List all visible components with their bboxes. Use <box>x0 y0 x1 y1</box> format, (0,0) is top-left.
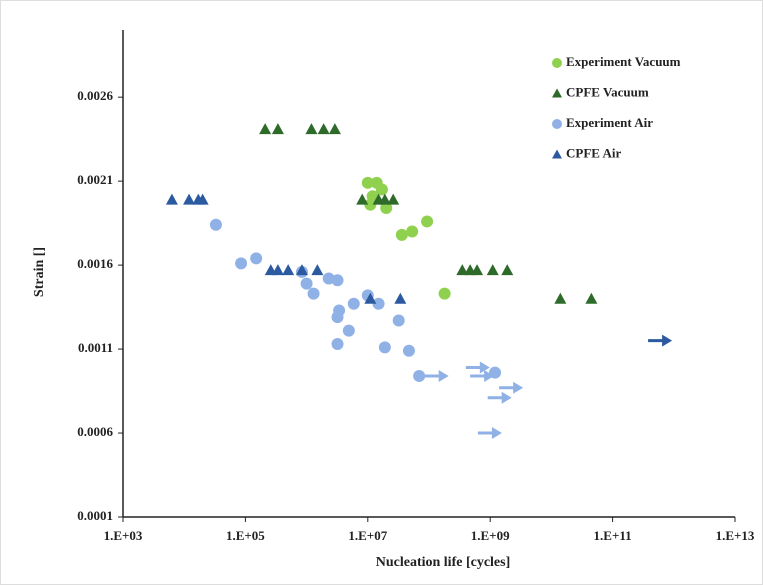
circle-point <box>413 369 426 382</box>
x-tick-label: 1.E+03 <box>104 528 143 543</box>
x-tick-label: 1.E+13 <box>716 528 755 543</box>
triangle-point <box>196 193 209 205</box>
triangle-point <box>456 264 469 276</box>
legend-label: CPFE Vacuum <box>566 84 649 99</box>
circle-point <box>372 297 385 310</box>
circle-point <box>392 314 405 327</box>
triangle-point <box>387 193 400 205</box>
circle-point <box>361 176 374 189</box>
triangle-point <box>356 193 369 205</box>
triangle-point <box>317 123 330 135</box>
triangle-point <box>165 193 178 205</box>
triangle-point <box>486 264 499 276</box>
triangle-point <box>471 264 484 276</box>
arrow-head <box>501 391 512 404</box>
runout-arrow <box>648 334 673 347</box>
circle-point <box>406 225 419 238</box>
triangle-point <box>585 292 598 304</box>
circle-point <box>421 215 434 228</box>
triangle-point <box>311 264 324 276</box>
x-axis-label: Nucleation life [cycles] <box>376 555 511 570</box>
legend-label: Experiment Vacuum <box>566 54 681 69</box>
circle-point <box>300 277 313 290</box>
circle-point <box>402 344 415 357</box>
legend-marker <box>552 149 562 159</box>
y-axis-label: Strain [] <box>32 247 47 297</box>
triangle-point <box>394 292 407 304</box>
circle-point <box>331 311 344 324</box>
triangle-point <box>501 264 514 276</box>
triangle-point <box>378 193 391 205</box>
x-tick-label: 1.E+11 <box>594 528 632 543</box>
runout-arrow <box>477 427 502 440</box>
y-tick-label: 0.0026 <box>77 88 113 103</box>
runout-arrow <box>465 361 490 374</box>
runout-arrow <box>499 381 524 394</box>
legend-marker <box>552 119 562 129</box>
circle-point <box>331 338 344 351</box>
circle-point <box>438 287 451 300</box>
circle-point <box>331 274 344 287</box>
circle-point <box>380 202 393 215</box>
triangle-point <box>282 264 295 276</box>
triangle-point <box>554 292 567 304</box>
triangle-point <box>364 292 377 304</box>
circle-point <box>347 297 360 310</box>
triangle-point <box>271 264 284 276</box>
triangle-point <box>328 123 341 135</box>
y-tick-label: 0.0001 <box>77 508 113 523</box>
circle-point <box>364 198 377 211</box>
y-tick-label: 0.0021 <box>77 172 113 187</box>
legend-label: CPFE Air <box>566 145 621 160</box>
legend-label: Experiment Air <box>566 115 653 130</box>
circle-point <box>307 287 320 300</box>
arrow-head <box>479 361 490 374</box>
runout-arrow <box>424 369 449 382</box>
runout-arrow <box>470 369 495 382</box>
circle-point <box>209 218 222 231</box>
circle-point <box>235 257 248 270</box>
arrow-head <box>484 369 495 382</box>
x-tick-label: 1.E+05 <box>226 528 265 543</box>
arrow-head <box>513 381 524 394</box>
circle-point <box>375 183 388 196</box>
triangle-point <box>271 123 284 135</box>
circle-point <box>378 341 391 354</box>
triangle-point <box>305 123 318 135</box>
runout-arrow <box>487 391 512 404</box>
circle-point <box>250 252 263 265</box>
x-tick-label: 1.E+07 <box>348 528 387 543</box>
circle-point <box>395 228 408 241</box>
triangle-point <box>183 193 196 205</box>
legend-marker <box>552 88 562 98</box>
triangle-point <box>295 264 308 276</box>
arrow-head <box>491 427 502 440</box>
legend-marker <box>552 58 562 68</box>
arrow-head <box>662 334 673 347</box>
y-tick-label: 0.0006 <box>77 424 113 439</box>
circle-point <box>342 324 355 337</box>
x-tick-label: 1.E+09 <box>471 528 510 543</box>
arrow-head <box>438 369 449 382</box>
y-tick-label: 0.0016 <box>77 256 113 271</box>
triangle-point <box>259 123 272 135</box>
y-tick-label: 0.0011 <box>78 340 113 355</box>
